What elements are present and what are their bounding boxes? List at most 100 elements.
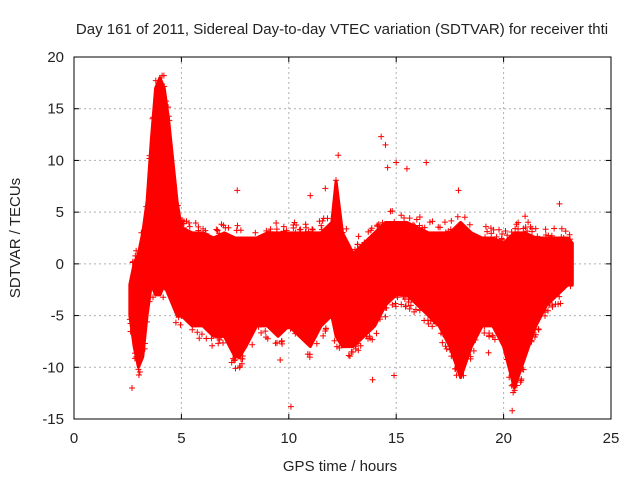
outlier-point [335,152,342,159]
data-point [416,214,423,221]
data-point [555,301,562,308]
data-point [232,365,239,372]
data-point [306,354,313,361]
data-point [482,234,489,241]
data-point [429,323,436,330]
data-point [567,236,574,243]
data-point [433,319,440,326]
data-point [398,212,405,219]
data-point [198,331,205,338]
data-point [309,226,316,233]
y-tick-label: -15 [42,411,64,428]
data-point [165,113,172,120]
data-point [143,203,150,210]
data-point [472,336,479,343]
data-point [413,216,420,223]
data-point [560,234,567,241]
outlier-point [128,384,135,391]
data-point [528,337,535,344]
data-point [376,313,383,320]
data-point [202,230,209,237]
outlier-point [369,376,376,383]
x-tick-label: 10 [280,430,297,447]
data-point [379,219,386,226]
data-point [448,217,455,224]
data-point [535,326,542,333]
data-point [209,342,216,349]
data-point [135,372,142,379]
data-point [440,330,447,337]
data-point [467,355,474,362]
data-point [179,217,186,224]
data-point [263,227,270,234]
outlier-point [455,187,462,194]
data-point [489,334,496,341]
data-point [369,336,376,343]
data-point [445,228,452,235]
data-point [232,356,239,363]
data-point [150,294,157,301]
data-point [441,219,448,226]
data-point [486,330,493,337]
data-point [274,339,281,346]
data-point [141,345,148,352]
plot-frame [73,56,612,420]
data-point [542,231,549,238]
data-point [556,293,563,300]
data-point [504,232,511,239]
data-point [136,368,143,375]
data-point [503,356,510,363]
data-point [234,222,241,229]
data-point [336,344,343,351]
data-point [129,259,136,266]
data-point [513,382,520,389]
tick-labels: 0 5 10 15 20 25 -15 -10 -5 0 5 10 15 20 [42,49,619,447]
data-point [263,334,270,341]
data-point [482,223,489,230]
data-point [239,352,246,359]
x-tick-label: 20 [495,430,512,447]
data-point [166,117,173,124]
data-point [354,241,361,248]
data-point [567,283,574,290]
data-point [238,360,245,367]
data-point [452,365,459,372]
data-point [518,377,525,384]
data-point [213,226,220,233]
data-point [407,302,414,309]
data-point [406,215,413,222]
data-point [493,233,500,240]
data-point [273,219,280,226]
chart-title: Day 161 of 2011, Sidereal Day-to-day VTE… [76,21,608,38]
data-point [208,335,215,342]
data-point [442,343,449,350]
data-point [133,353,140,360]
data-point [446,346,453,353]
data-point [138,229,145,236]
data-point [398,301,405,308]
data-point [529,225,536,232]
data-point [542,312,549,319]
outlier-point [423,159,430,166]
data-point [331,337,338,344]
data-point [416,222,423,229]
y-tick-label: 5 [56,204,64,221]
data-point [255,323,262,330]
data-point [150,114,157,121]
data-point [401,215,408,222]
data-point [252,229,259,236]
data-point [488,230,495,237]
data-point [392,300,399,307]
data-point [218,334,225,341]
outlier-point [287,403,294,410]
data-point [146,152,153,159]
data-point [127,320,134,327]
data-point [368,225,375,232]
outlier-point [221,328,228,335]
outlier-point [403,165,410,172]
data-point [389,301,396,308]
x-axis-label: GPS time / hours [283,458,397,475]
data-point [551,225,558,232]
data-point [189,326,196,333]
data-point [318,226,325,233]
